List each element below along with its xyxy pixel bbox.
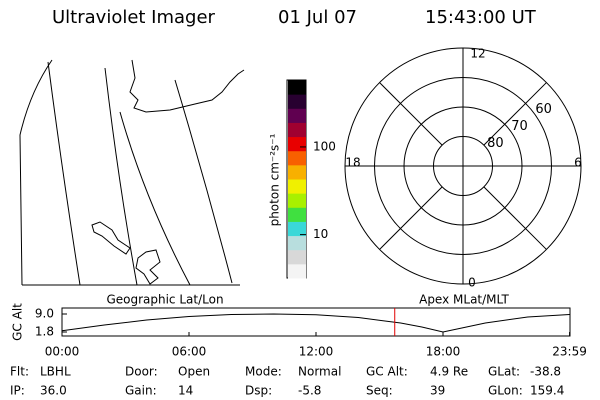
colorbar-segment xyxy=(288,94,306,109)
mlt-label: 6 xyxy=(574,156,582,170)
mlt-line xyxy=(379,186,443,250)
y-tick-label: 1.8 xyxy=(35,325,54,339)
x-tick-label: 12:00 xyxy=(299,345,334,359)
colorbar-segment xyxy=(288,122,306,138)
x-tick-label: 00:00 xyxy=(45,345,80,359)
coastline xyxy=(91,221,131,255)
meridian xyxy=(174,79,233,284)
instrument-title: Ultraviolet Imager xyxy=(52,7,216,28)
x-tick-label: 06:00 xyxy=(172,345,207,359)
y-tick-label: 9.0 xyxy=(35,307,54,321)
field-label: Dsp: xyxy=(245,384,272,398)
lat-ring xyxy=(403,106,523,226)
x-tick-label: 18:00 xyxy=(426,345,461,359)
mlt-label: 12 xyxy=(470,47,485,61)
field-value: 14 xyxy=(178,384,193,398)
field-value: Open xyxy=(178,365,210,379)
field-value: 39 xyxy=(430,384,445,398)
field-value: 4.9 Re xyxy=(430,365,468,379)
geo-map xyxy=(19,59,245,286)
colorbar-segment xyxy=(288,150,306,166)
field-label: GC Alt: xyxy=(366,365,408,379)
meridian xyxy=(119,111,191,286)
colorbar-segment xyxy=(288,164,306,180)
field-value: LBHL xyxy=(40,365,71,379)
field-value: -38.8 xyxy=(530,365,561,379)
colorbar-segment xyxy=(288,263,306,279)
colorbar-segment xyxy=(288,207,306,222)
field-label: Flt: xyxy=(10,365,29,379)
mlt-label: 18 xyxy=(345,156,360,170)
colorbar-label: photon cm⁻²s⁻¹ xyxy=(268,133,282,226)
field-label: GLat: xyxy=(488,365,520,379)
meridian xyxy=(104,67,138,286)
colorbar-segment xyxy=(288,249,306,265)
altitude-line xyxy=(61,313,570,333)
field-value: -5.8 xyxy=(298,384,321,398)
colorbar-segment xyxy=(288,179,306,194)
mlt-label: 0 xyxy=(468,276,476,290)
field-label: Mode: xyxy=(245,365,282,379)
x-tick-label: 23:59 xyxy=(552,345,587,359)
meridian xyxy=(47,61,81,286)
colorbar-segment xyxy=(288,80,306,95)
colorbar-segment xyxy=(288,193,306,208)
field-value: 36.0 xyxy=(40,384,67,398)
colorbar-segment xyxy=(288,136,306,152)
colorbar-tick-label: 10 xyxy=(313,227,328,241)
map-label: Geographic Lat/Lon xyxy=(106,293,223,307)
mlt-line xyxy=(379,82,443,146)
lat-label: 60 xyxy=(535,102,552,117)
map-edge xyxy=(19,59,53,286)
polar-label: Apex MLat/MLT xyxy=(419,293,509,307)
colorbar-segment xyxy=(288,235,306,251)
field-value: 159.4 xyxy=(530,384,564,398)
mlt-line xyxy=(483,186,547,250)
field-label: IP: xyxy=(10,384,25,398)
date: 01 Jul 07 xyxy=(278,7,357,28)
field-value: Normal xyxy=(298,365,341,379)
colorbar-segment xyxy=(288,221,306,237)
mlt-line xyxy=(483,82,547,146)
lat-ring xyxy=(433,136,493,196)
coastline xyxy=(135,249,161,285)
coastline xyxy=(129,59,245,113)
field-label: Seq: xyxy=(366,384,393,398)
field-label: Gain: xyxy=(125,384,157,398)
lat-label: 80 xyxy=(487,136,504,151)
lat-ring xyxy=(374,77,552,255)
colorbar-tick-label: 100 xyxy=(313,139,336,153)
lat-label: 70 xyxy=(511,119,528,134)
time: 15:43:00 UT xyxy=(425,7,537,28)
colorbar-segment xyxy=(288,108,306,123)
field-label: Door: xyxy=(125,365,158,379)
y-axis-label: GC Alt xyxy=(11,303,25,341)
field-label: GLon: xyxy=(488,384,523,398)
